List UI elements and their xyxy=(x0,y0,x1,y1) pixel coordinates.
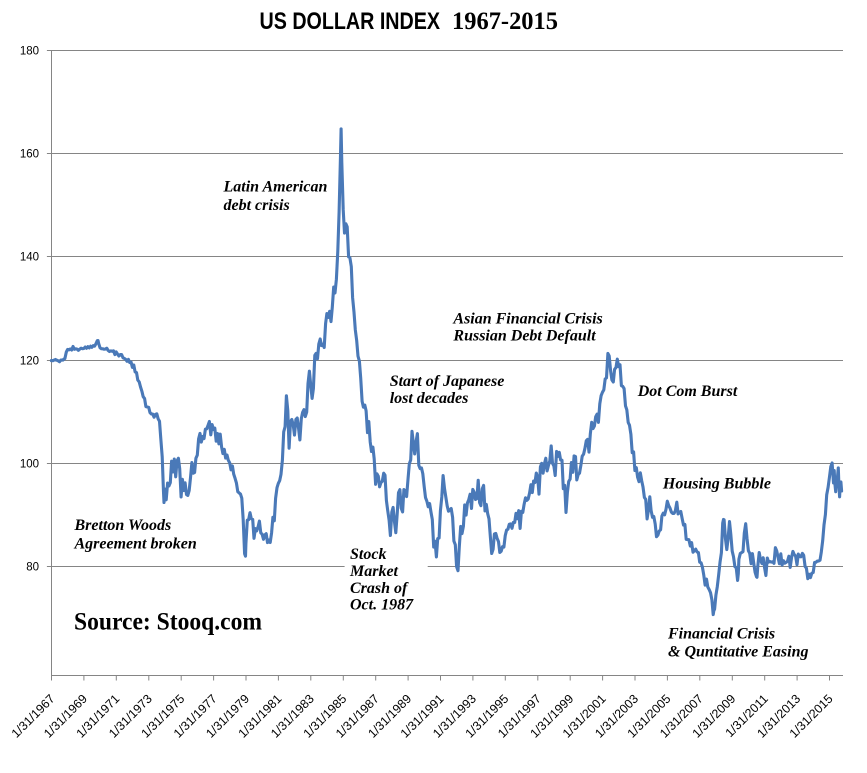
svg-text:80: 80 xyxy=(26,562,39,574)
svg-text:Housing Bubble: Housing Bubble xyxy=(662,475,771,492)
svg-text:Latin American: Latin American xyxy=(223,179,328,196)
svg-text:Asian Financial Crisis: Asian Financial Crisis xyxy=(452,311,602,328)
svg-text:Bretton Woods: Bretton Woods xyxy=(74,517,172,534)
svg-text:Crash of: Crash of xyxy=(350,580,409,597)
svg-text:120: 120 xyxy=(20,356,39,368)
svg-text:Start of Japanese: Start of Japanese xyxy=(390,373,505,390)
svg-text:Source: Stooq.com: Source: Stooq.com xyxy=(74,609,262,636)
svg-text:140: 140 xyxy=(20,252,39,264)
svg-text:US DOLLAR INDEX: US DOLLAR INDEX xyxy=(260,8,441,35)
svg-text:lost decades: lost decades xyxy=(390,390,469,407)
svg-text:160: 160 xyxy=(20,149,39,161)
svg-text:Stock: Stock xyxy=(350,546,386,563)
svg-text:Dot Com Burst: Dot Com Burst xyxy=(637,383,738,400)
svg-text:debt crisis: debt crisis xyxy=(224,197,290,214)
svg-text:Russian Debt Default: Russian Debt Default xyxy=(452,328,596,345)
svg-text:& Quntitative Easing: & Quntitative Easing xyxy=(668,644,808,661)
svg-text:180: 180 xyxy=(20,46,39,58)
svg-text:Financial Crisis: Financial Crisis xyxy=(667,626,775,643)
svg-text:Market: Market xyxy=(349,563,399,580)
svg-text:1967-2015: 1967-2015 xyxy=(452,8,558,35)
svg-text:100: 100 xyxy=(20,459,39,471)
svg-text:Oct. 1987: Oct. 1987 xyxy=(350,597,414,614)
svg-text:Agreement broken: Agreement broken xyxy=(74,536,197,553)
